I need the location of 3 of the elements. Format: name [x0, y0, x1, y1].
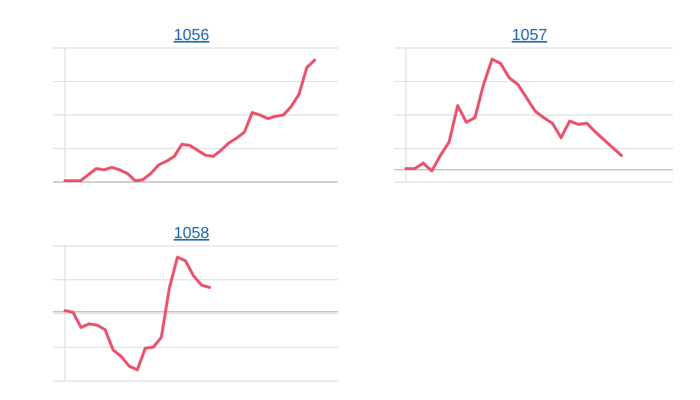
- chart-title: 1057: [512, 27, 548, 44]
- chart-title: 1056: [174, 27, 210, 44]
- chart-title: 1058: [174, 225, 210, 242]
